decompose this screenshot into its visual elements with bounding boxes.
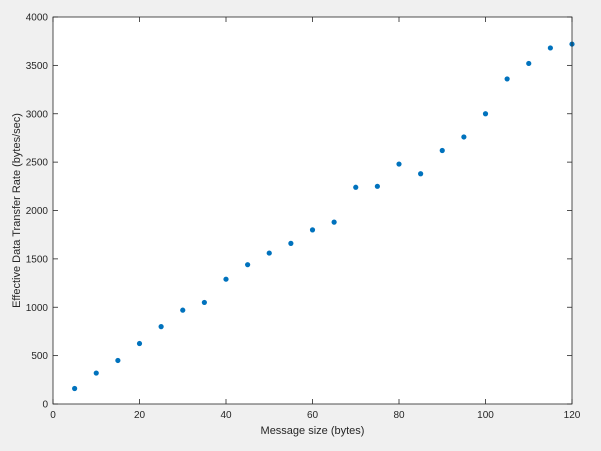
data-point bbox=[547, 45, 553, 51]
data-point bbox=[266, 250, 272, 256]
y-tick-label: 4000 bbox=[26, 13, 49, 24]
data-point bbox=[136, 340, 143, 347]
y-axis-label: Effective Data Transfer Rate (bytes/sec) bbox=[11, 113, 23, 308]
data-point bbox=[158, 324, 164, 330]
x-tick-labels: 0 20 40 60 80 100 120 bbox=[50, 410, 581, 421]
x-tick-label: 80 bbox=[393, 410, 405, 421]
data-point bbox=[526, 60, 532, 67]
data-point bbox=[353, 184, 359, 190]
data-point bbox=[201, 299, 207, 306]
plot-area bbox=[53, 17, 572, 404]
data-point bbox=[461, 134, 467, 140]
data-point bbox=[288, 240, 294, 246]
y-tick-label: 3000 bbox=[26, 109, 49, 120]
plot-border bbox=[52, 16, 573, 405]
data-point bbox=[245, 262, 251, 268]
y-tick-label: 1000 bbox=[26, 303, 49, 314]
x-tick-label: 20 bbox=[134, 410, 146, 421]
y-tick-label: 1500 bbox=[26, 254, 49, 265]
data-point bbox=[374, 183, 380, 189]
data-point bbox=[309, 227, 316, 233]
x-tick-label: 40 bbox=[220, 410, 232, 421]
data-point bbox=[72, 385, 78, 392]
y-tick-label: 2500 bbox=[26, 158, 49, 169]
y-tick-label: 3500 bbox=[26, 61, 49, 72]
data-points bbox=[72, 41, 575, 392]
y-tick-label: 500 bbox=[31, 351, 48, 362]
data-point bbox=[418, 171, 424, 177]
y-tick-labels: 0 500 1000 1500 2000 2500 3000 3500 4000 bbox=[26, 13, 49, 411]
data-point bbox=[331, 219, 337, 225]
x-tick-label: 0 bbox=[50, 410, 56, 421]
x-axis-label: Message size (bytes) bbox=[261, 425, 365, 437]
x-tick-label: 60 bbox=[307, 410, 319, 421]
x-tick-label: 120 bbox=[564, 410, 581, 421]
data-point bbox=[482, 111, 489, 117]
data-point bbox=[396, 161, 402, 167]
x-tick-label: 100 bbox=[477, 410, 494, 421]
data-point bbox=[504, 76, 510, 82]
data-point bbox=[180, 307, 186, 313]
y-tick-label: 0 bbox=[42, 400, 48, 411]
data-point bbox=[223, 276, 229, 282]
data-point bbox=[115, 357, 121, 364]
data-point bbox=[439, 147, 445, 154]
data-point bbox=[93, 370, 99, 376]
y-tick-label: 2000 bbox=[26, 206, 49, 217]
